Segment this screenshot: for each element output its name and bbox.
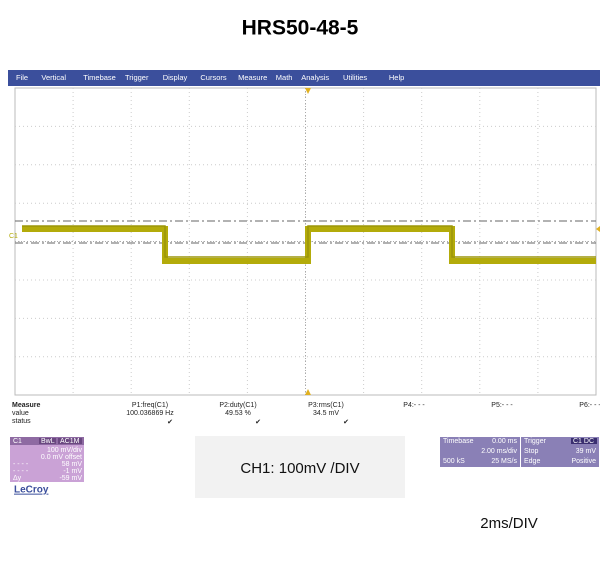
trigger-mode: Stop	[524, 448, 539, 455]
menu-bar	[8, 70, 600, 86]
measure-status: ✔	[167, 419, 173, 426]
tag-bg	[58, 438, 82, 444]
menu-item: Utilities	[343, 73, 367, 82]
trigger-source: C1 DC	[573, 438, 594, 445]
trigger-title: Trigger	[524, 438, 547, 445]
menu-item: Cursors	[200, 73, 227, 82]
menu-item: Math	[276, 73, 293, 82]
channel-scale: 100 mV/div	[47, 447, 83, 454]
measure-name: P2:duty(C1)	[219, 402, 256, 409]
channel-offset: 0.0 mV offset	[41, 454, 82, 461]
tag-bg	[571, 438, 597, 444]
measure-title: Measure	[12, 402, 41, 409]
timebase-box	[440, 437, 520, 467]
menu-item: Trigger	[125, 73, 149, 82]
title: HRS50-48-5	[242, 17, 359, 40]
trigger-marker	[305, 88, 311, 94]
measure-value: 34.5 mV	[313, 410, 339, 417]
channel-row-value: -1 mV	[63, 468, 82, 475]
annotation: CH1: 100mV /DIV	[240, 460, 359, 477]
brand: LeCroy	[14, 485, 49, 496]
measure-status: ✔	[255, 419, 261, 426]
timebase-rate: 25 MS/s	[491, 458, 517, 465]
channel-row-label: Δy	[13, 475, 22, 482]
measure-value: 100.036869 Hz	[126, 410, 174, 417]
annotation-box	[195, 436, 405, 498]
measure-name: P5:- - -	[491, 402, 513, 409]
measure-row-label: status	[12, 418, 31, 425]
timebase-delay: 0.00 ms	[492, 438, 517, 445]
menu-item: Measure	[238, 73, 267, 82]
channel-row-value: 58 mV	[62, 461, 83, 468]
measure-name: P1:freq(C1)	[132, 402, 168, 409]
tag: BwL	[41, 438, 55, 445]
menu-item: Help	[389, 73, 404, 82]
trigger-level: 39 mV	[576, 448, 597, 455]
timebase-title: Timebase	[443, 438, 474, 445]
menu-item: File	[16, 73, 28, 82]
trigger-type: Edge	[524, 458, 540, 465]
tag: AC1M	[60, 438, 80, 445]
menu-item: Analysis	[301, 73, 329, 82]
timebase-scale: 2.00 ms/div	[481, 448, 517, 455]
trace-label: C1	[9, 233, 18, 240]
menu-item: Timebase	[83, 73, 116, 82]
channel-row-value: -59 mV	[59, 475, 82, 482]
annotation: 2ms/DIV	[480, 515, 538, 532]
measure-name: P6:- - -	[579, 402, 600, 409]
tag-bg	[39, 438, 56, 444]
measure-name: P4:- - -	[403, 402, 425, 409]
channel-name: C1	[13, 438, 22, 445]
measure-status: ✔	[343, 419, 349, 426]
level-marker	[596, 226, 600, 232]
measure-value: 49.53 %	[225, 410, 251, 417]
trigger-marker	[305, 389, 311, 395]
measure-name: P3:rms(C1)	[308, 402, 344, 409]
measure-row-label: value	[12, 410, 29, 417]
channel-row-label: - - - -	[13, 461, 29, 468]
channel-row-label: - - - -	[13, 468, 29, 475]
timebase-samples: 500 kS	[443, 458, 465, 465]
trigger-slope: Positive	[571, 458, 596, 465]
menu-item: Vertical	[41, 73, 66, 82]
waveform-edge	[22, 225, 596, 258]
menu-item: Display	[163, 73, 188, 82]
